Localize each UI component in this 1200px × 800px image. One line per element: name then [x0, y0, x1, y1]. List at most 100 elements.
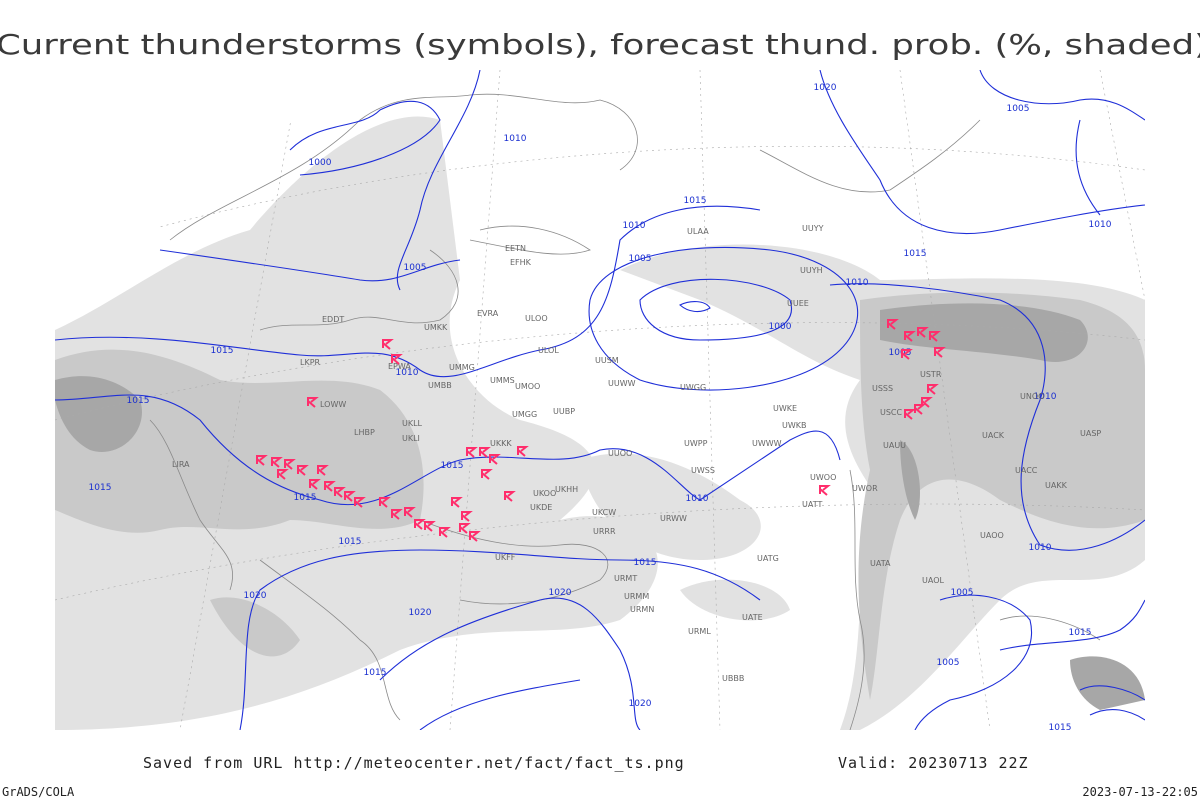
thunderstorm-symbol — [929, 331, 941, 342]
station-label: UACC — [1015, 466, 1038, 475]
software: GrADS/COLA — [2, 785, 75, 799]
isobar-label: 1020 — [244, 591, 267, 601]
isobar-label: 1010 — [1089, 220, 1112, 230]
station-label: UWSS — [691, 466, 715, 475]
thunderstorm-symbol — [382, 339, 394, 350]
thunderstorm-symbol — [517, 446, 529, 457]
station-label: ULAA — [687, 227, 709, 236]
station-label: UWPP — [684, 439, 708, 448]
isobar-label: 1015 — [127, 396, 150, 406]
isobar-label: 1015 — [364, 668, 387, 678]
thunderstorm-symbol — [904, 331, 916, 342]
station-label: URWW — [660, 514, 687, 523]
isobar-label: 1010 — [623, 221, 646, 231]
isobar-label: 1015 — [634, 558, 657, 568]
station-label: EETN — [505, 244, 526, 253]
station-label: ULOO — [525, 314, 548, 323]
station-label: UMGG — [512, 410, 537, 419]
thunderstorm-symbol — [297, 465, 309, 476]
isobar-label: 1015 — [211, 346, 234, 356]
thunderstorm-symbol — [461, 511, 473, 522]
station-label: UBBB — [722, 674, 744, 683]
isobar-label: 1015 — [89, 483, 112, 493]
thunderstorm-symbol — [927, 384, 939, 395]
thunderstorm-symbol — [334, 487, 346, 498]
thunderstorm-symbol — [414, 519, 426, 530]
thunderstorm-symbol — [459, 523, 471, 534]
thunderstorm-symbol — [424, 521, 436, 532]
thunderstorm-symbol — [271, 457, 283, 468]
station-label: UKDE — [530, 503, 552, 512]
isobar-label: 1015 — [1049, 723, 1072, 733]
thunderstorm-symbol — [391, 354, 403, 365]
isobar-label: 1005 — [937, 658, 960, 668]
coastlines — [149, 93, 1101, 730]
isobar-label: 1015 — [904, 249, 927, 259]
station-label: UUYY — [802, 224, 824, 233]
station-label: UMMG — [449, 363, 475, 372]
thunderstorm-symbol — [439, 527, 451, 538]
station-label: UWKB — [782, 421, 807, 430]
thunderstorm-symbol — [469, 531, 481, 542]
station-label: ULOL — [538, 346, 559, 355]
station-label: UMMS — [490, 376, 515, 385]
thunderstorm-symbol — [404, 507, 416, 518]
thunderstorm-symbol — [917, 327, 929, 338]
thunderstorm-symbol — [904, 409, 916, 420]
isobar-label: 1015 — [1069, 628, 1092, 638]
title: Current thunderstorms (symbols), forecas… — [0, 28, 1200, 61]
isobar-label: 1020 — [814, 83, 837, 93]
thunderstorm-symbol — [344, 491, 356, 502]
station-label: UMKK — [424, 323, 448, 332]
station-label: USSS — [872, 384, 893, 393]
station-label: EPWA — [388, 362, 411, 371]
station-label: UWWW — [752, 439, 782, 448]
thunderstorm-symbol — [307, 397, 319, 408]
isobar-label: 1005 — [404, 263, 427, 273]
station-label: EFHK — [510, 258, 532, 267]
thunderstorm-symbol — [466, 447, 478, 458]
thunderstorm-symbol — [934, 347, 946, 358]
station-label: UATA — [870, 559, 891, 568]
station-label: UATT — [802, 500, 822, 509]
isobar-label: 1010 — [504, 134, 527, 144]
thunderstorm-symbol — [309, 479, 321, 490]
thunderstorm-symbol — [391, 509, 403, 520]
station-label: UKCW — [592, 508, 616, 517]
station-label: UAKK — [1045, 481, 1068, 490]
thunderstorm-symbol — [277, 469, 289, 480]
station-label: UKLI — [402, 434, 420, 443]
isobar-labels: 1000 1010 1005 1015 1010 1015 1015 1015 1015 1015… — [89, 83, 1112, 733]
station-label: UKHH — [555, 485, 578, 494]
isobar-label: 1010 — [1029, 543, 1052, 553]
isobar-label: 1005 — [951, 588, 974, 598]
station-label: EVRA — [477, 309, 499, 318]
thunderstorm-symbol — [354, 497, 366, 508]
thunderstorm-symbol — [479, 447, 491, 458]
station-label: UUWW — [608, 379, 636, 388]
isobars — [55, 70, 1145, 730]
isobar-label: 1020 — [409, 608, 432, 618]
station-label: URML — [688, 627, 711, 636]
station-label: UASP — [1080, 429, 1101, 438]
isobar-label: 1015 — [441, 461, 464, 471]
isobar-label: 1000 — [769, 322, 792, 332]
isobar-label: 1010 — [686, 494, 709, 504]
thunderstorm-symbol — [451, 497, 463, 508]
station-label: LIRA — [172, 460, 190, 469]
station-label: UATG — [757, 554, 779, 563]
thunderstorm-symbol — [901, 349, 913, 360]
isobar-label: 1015 — [339, 537, 362, 547]
station-label: EDDT — [322, 315, 344, 324]
isobar-label: 1010 — [846, 278, 869, 288]
station-label: UAOL — [922, 576, 944, 585]
station-label: URMT — [614, 574, 637, 583]
station-label: UAOO — [980, 531, 1004, 540]
timestamp: 2023-07-13-22:05 — [1082, 785, 1198, 799]
thunderstorm-symbol — [324, 481, 336, 492]
station-label: UMOO — [515, 382, 540, 391]
station-label: UATE — [742, 613, 763, 622]
isobar-label: 1015 — [684, 196, 707, 206]
isobar-label: 1015 — [294, 493, 317, 503]
